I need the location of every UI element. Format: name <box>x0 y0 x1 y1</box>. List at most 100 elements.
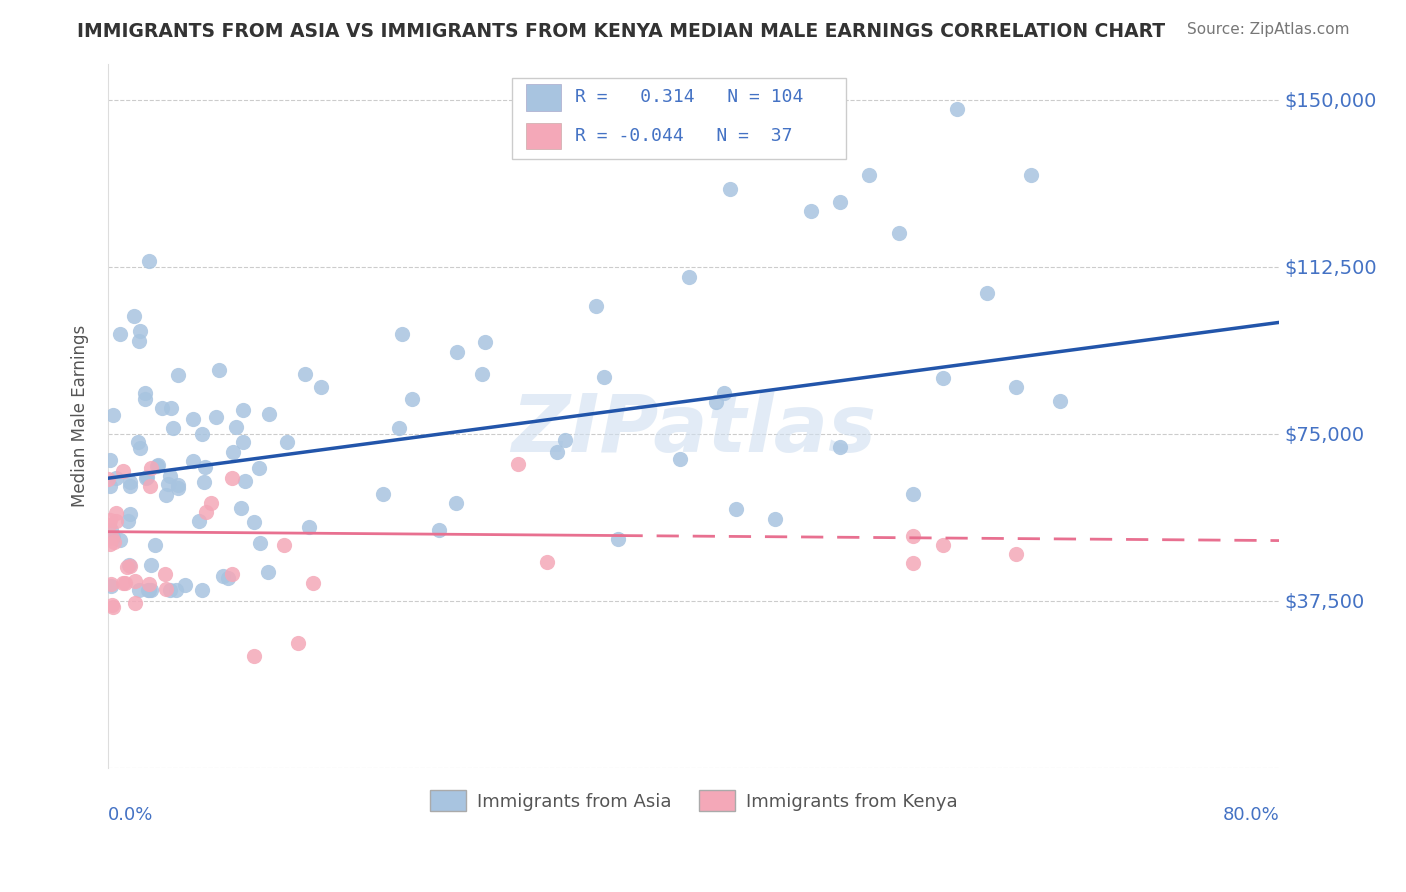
Point <box>100 599 122 613</box>
Point <box>159 582 181 597</box>
Point <box>120 558 142 573</box>
Point <box>112 464 135 478</box>
Point <box>105 514 128 528</box>
Point <box>222 444 245 458</box>
Point <box>188 514 211 528</box>
Text: 0.0%: 0.0% <box>108 806 153 824</box>
Point <box>229 500 252 515</box>
Point <box>100 579 122 593</box>
Point <box>118 558 141 573</box>
Bar <box>526 84 561 111</box>
Point <box>145 458 167 473</box>
Point <box>138 582 160 597</box>
Point <box>718 182 741 196</box>
Point <box>903 487 925 501</box>
Point <box>830 441 852 455</box>
Point <box>124 574 146 588</box>
Bar <box>526 122 561 149</box>
Point <box>120 508 142 522</box>
Point <box>145 538 167 552</box>
Point <box>194 459 217 474</box>
Point <box>181 412 204 426</box>
Point <box>243 515 266 529</box>
Point <box>243 649 266 664</box>
Point <box>388 421 411 435</box>
Point <box>232 434 254 449</box>
Point <box>669 451 692 466</box>
Point <box>193 475 215 489</box>
Point <box>103 534 125 549</box>
Point <box>225 420 247 434</box>
Point <box>221 471 243 485</box>
Text: R = -0.044   N =  37: R = -0.044 N = 37 <box>575 127 793 145</box>
Point <box>108 533 131 547</box>
Point <box>903 556 925 570</box>
Point <box>127 434 149 449</box>
Point <box>98 537 121 551</box>
Point <box>205 409 228 424</box>
Point <box>1005 380 1028 394</box>
Point <box>247 461 270 475</box>
Point <box>115 559 138 574</box>
Point <box>128 334 150 348</box>
Point <box>134 385 156 400</box>
Point <box>101 409 124 423</box>
Point <box>257 407 280 421</box>
Point <box>124 596 146 610</box>
Point <box>298 520 321 534</box>
Point <box>217 570 239 584</box>
Point <box>165 582 187 597</box>
Point <box>546 445 568 459</box>
Point <box>446 345 468 359</box>
Point <box>585 299 607 313</box>
Point <box>174 578 197 592</box>
Point <box>232 403 254 417</box>
Point <box>1049 393 1071 408</box>
Point <box>294 367 316 381</box>
Point <box>98 517 121 532</box>
Point <box>471 367 494 381</box>
Point <box>97 472 120 486</box>
Point <box>98 452 121 467</box>
Point <box>128 582 150 597</box>
Point <box>704 124 727 138</box>
Point <box>100 479 122 493</box>
Point <box>444 496 467 510</box>
Point <box>1005 547 1028 561</box>
Point <box>120 475 142 489</box>
Point <box>117 514 139 528</box>
Point <box>401 392 423 406</box>
Point <box>156 477 179 491</box>
Point <box>309 380 332 394</box>
Point <box>100 523 122 537</box>
Point <box>391 326 413 341</box>
Point <box>160 401 183 415</box>
Point <box>946 102 969 116</box>
Point <box>212 569 235 583</box>
Point <box>800 204 823 219</box>
Point <box>141 460 163 475</box>
Point <box>427 523 450 537</box>
Point <box>155 488 177 502</box>
Point <box>233 474 256 488</box>
Point <box>903 529 925 543</box>
Point <box>167 478 190 492</box>
Point <box>150 401 173 415</box>
Point <box>858 169 880 183</box>
Y-axis label: Median Male Earnings: Median Male Earnings <box>72 325 89 507</box>
Point <box>162 420 184 434</box>
Point <box>159 468 181 483</box>
Point <box>166 368 188 383</box>
Point <box>129 441 152 455</box>
Point <box>134 392 156 406</box>
Text: IMMIGRANTS FROM ASIA VS IMMIGRANTS FROM KENYA MEDIAN MALE EARNINGS CORRELATION C: IMMIGRANTS FROM ASIA VS IMMIGRANTS FROM … <box>77 22 1166 41</box>
Point <box>101 599 124 614</box>
Point <box>554 434 576 448</box>
Point <box>704 395 727 409</box>
Point <box>506 458 529 472</box>
Point <box>678 270 700 285</box>
Text: Source: ZipAtlas.com: Source: ZipAtlas.com <box>1187 22 1350 37</box>
Text: ZIPatlas: ZIPatlas <box>512 391 876 469</box>
Point <box>931 370 953 384</box>
Point <box>139 582 162 597</box>
